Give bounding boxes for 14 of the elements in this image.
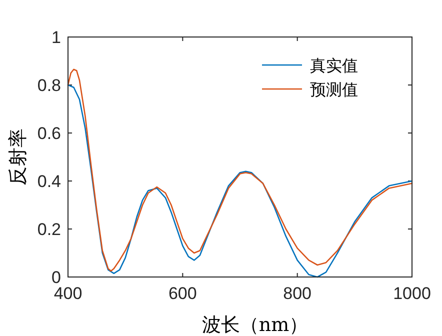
y-tick-label: 0.2	[37, 220, 61, 239]
y-tick-label: 1	[52, 28, 61, 47]
y-tick-label: 0.4	[37, 172, 61, 191]
x-tick-label: 1000	[393, 284, 431, 303]
x-tick-label: 400	[54, 284, 82, 303]
y-axis-title: 反射率	[7, 128, 29, 186]
y-tick-label: 0	[52, 268, 61, 287]
x-tick-label: 800	[283, 284, 312, 303]
legend-label: 预测值	[310, 80, 358, 99]
y-tick-label: 0.8	[37, 76, 61, 95]
x-axis-title: 波长（nm）	[202, 314, 308, 336]
x-tick-label: 600	[168, 284, 197, 303]
legend-label: 真实值	[310, 56, 358, 75]
y-tick-label: 0.6	[37, 124, 61, 143]
